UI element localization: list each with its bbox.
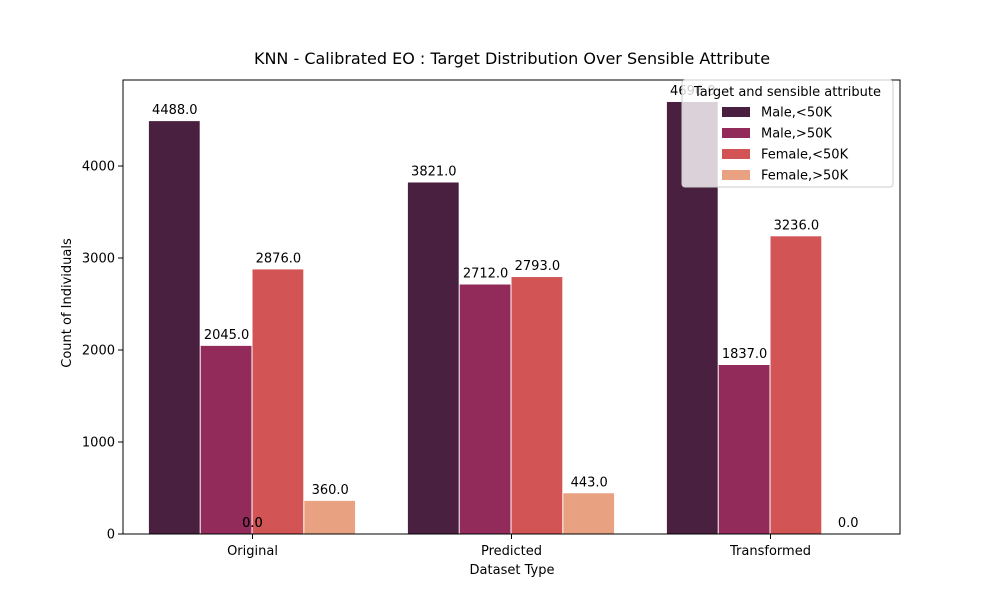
bar-value-label: 1837.0 [722,347,768,362]
bar [718,365,770,534]
bar [407,182,459,535]
bar-value-label: 4488.0 [152,103,198,118]
zero-value-label: 0.0 [242,516,263,531]
legend-box [681,79,894,188]
x-tick-label: Original [227,544,278,559]
chart-title: KNN - Calibrated EO : Target Distributio… [254,49,770,68]
legend-swatch [722,170,750,180]
bar-value-label: 2876.0 [256,251,302,266]
bar-value-label: 3236.0 [774,218,820,233]
y-axis-label: Count of Individuals [60,238,75,368]
legend-entry: Male,>50K [761,127,832,142]
bar-value-label: 2045.0 [204,328,250,343]
bar-value-label: 3821.0 [411,164,457,179]
legend-swatch [722,149,750,159]
legend-swatch [722,107,750,117]
zero-value-label: 0.0 [242,516,263,531]
y-tick-label: 4000 [82,160,115,175]
x-axis-label: Dataset Type [470,563,555,578]
bar-value-label: 360.0 [312,483,349,498]
bar [304,500,356,534]
bar [252,269,304,534]
y-tick-label: 0 [107,528,115,543]
x-tick-label: Predicted [481,544,542,559]
legend-entry: Female,>50K [761,169,849,184]
legend-swatch [722,128,750,138]
y-tick-label: 3000 [82,252,115,267]
x-axis: Original Predicted Transformed [227,534,811,559]
bar [563,493,615,534]
y-axis: 0 1000 2000 3000 4000 [82,160,123,543]
y-tick-label: 2000 [82,344,115,359]
bar-value-label: 0.0 [838,516,859,531]
x-tick-label: Transformed [729,544,811,559]
legend-title: Target and sensible attribute [693,85,881,100]
legend: Target and sensible attribute Male,<50K Ma… [681,79,894,188]
bar-value-label: 2793.0 [515,259,561,274]
bar [459,284,511,534]
bar-value-label: 2712.0 [463,267,509,282]
bars-layer [148,101,822,535]
bar [770,236,822,535]
y-tick-label: 1000 [82,436,115,451]
bar [148,121,200,535]
bar [511,277,563,534]
legend-entry: Male,<50K [761,106,832,121]
legend-entry: Female,<50K [761,148,849,163]
bar [200,345,252,534]
bar-value-label: 443.0 [571,475,608,490]
